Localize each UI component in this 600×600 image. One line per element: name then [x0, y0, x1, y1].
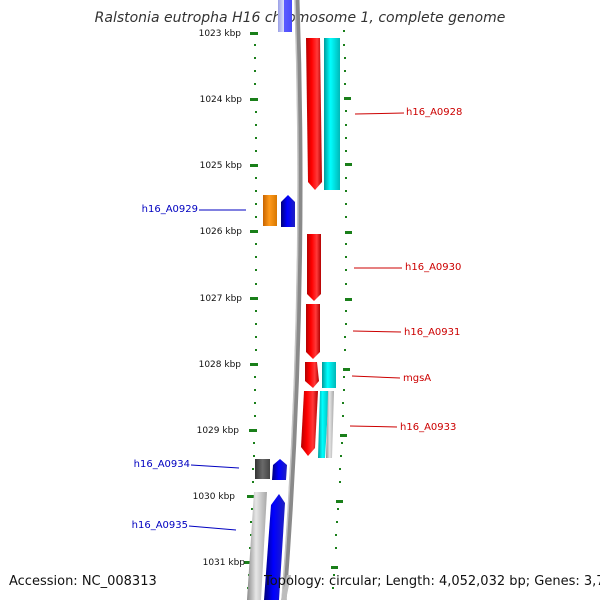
gene-label-mgsA[interactable]: mgsA: [403, 373, 431, 384]
gene-feature-gray[interactable]: [247, 492, 267, 600]
gene-feature-h16-a0928-b[interactable]: [324, 38, 340, 190]
gene-feature-mgsA-b[interactable]: [322, 362, 336, 388]
gene-feature-h16-a0931[interactable]: [306, 304, 320, 359]
scale-labels: 1023 kbp 1024 kbp 1025 kbp 1026 kbp 1027…: [193, 29, 246, 568]
gene-feature-mgsA[interactable]: [305, 362, 319, 388]
gene-label-h16-a0929[interactable]: h16_A0929: [142, 204, 198, 215]
scale-label: 1031 kbp: [203, 558, 246, 568]
gene-feature-h16-a0929[interactable]: [281, 195, 295, 227]
scale-label: 1024 kbp: [200, 95, 243, 105]
outer-tick-ring: [331, 30, 352, 589]
gene-feature-h16-a0928[interactable]: [306, 38, 322, 190]
gene-label-h16-a0931[interactable]: h16_A0931: [404, 327, 460, 338]
gene-feature-h16-a0933-b[interactable]: [318, 391, 329, 458]
scale-label: 1028 kbp: [199, 360, 242, 370]
chromosome-backbone: [281, 0, 303, 600]
gene-feature-h16-a0929-a[interactable]: [263, 195, 277, 226]
accession-text: Accession: NC_008313: [9, 574, 157, 589]
gene-feature-h16-a0934[interactable]: [272, 459, 287, 480]
scale-label: 1030 kbp: [193, 492, 236, 502]
scale-label: 1029 kbp: [197, 426, 240, 436]
gene-feature-h16-a0935[interactable]: [264, 494, 285, 600]
scale-label: 1026 kbp: [200, 227, 243, 237]
gene-feature-h16-a0934-a[interactable]: [255, 459, 270, 479]
gene-label-h16-a0934[interactable]: h16_A0934: [134, 459, 190, 470]
inner-tick-ring: [244, 32, 258, 589]
gene-label-h16-a0928[interactable]: h16_A0928: [406, 107, 462, 118]
gene-label-h16-a0930[interactable]: h16_A0930: [405, 262, 461, 273]
gene-feature-h16-a0933[interactable]: [301, 391, 318, 456]
genome-summary-text: Topology: circular; Length: 4,052,032 bp…: [264, 574, 600, 589]
right-gene-labels: h16_A0928 h16_A0930 h16_A0931 mgsA h16_A…: [349, 107, 462, 433]
gene-feature-h16-a0930[interactable]: [307, 234, 321, 301]
scale-label: 1027 kbp: [200, 294, 243, 304]
gene-label-h16-a0933[interactable]: h16_A0933: [400, 422, 456, 433]
gene-label-h16-a0935[interactable]: h16_A0935: [132, 520, 188, 531]
scale-label: 1025 kbp: [200, 161, 243, 171]
scale-label: 1023 kbp: [199, 29, 242, 39]
left-gene-labels: h16_A0929 h16_A0934 h16_A0935: [132, 204, 246, 531]
